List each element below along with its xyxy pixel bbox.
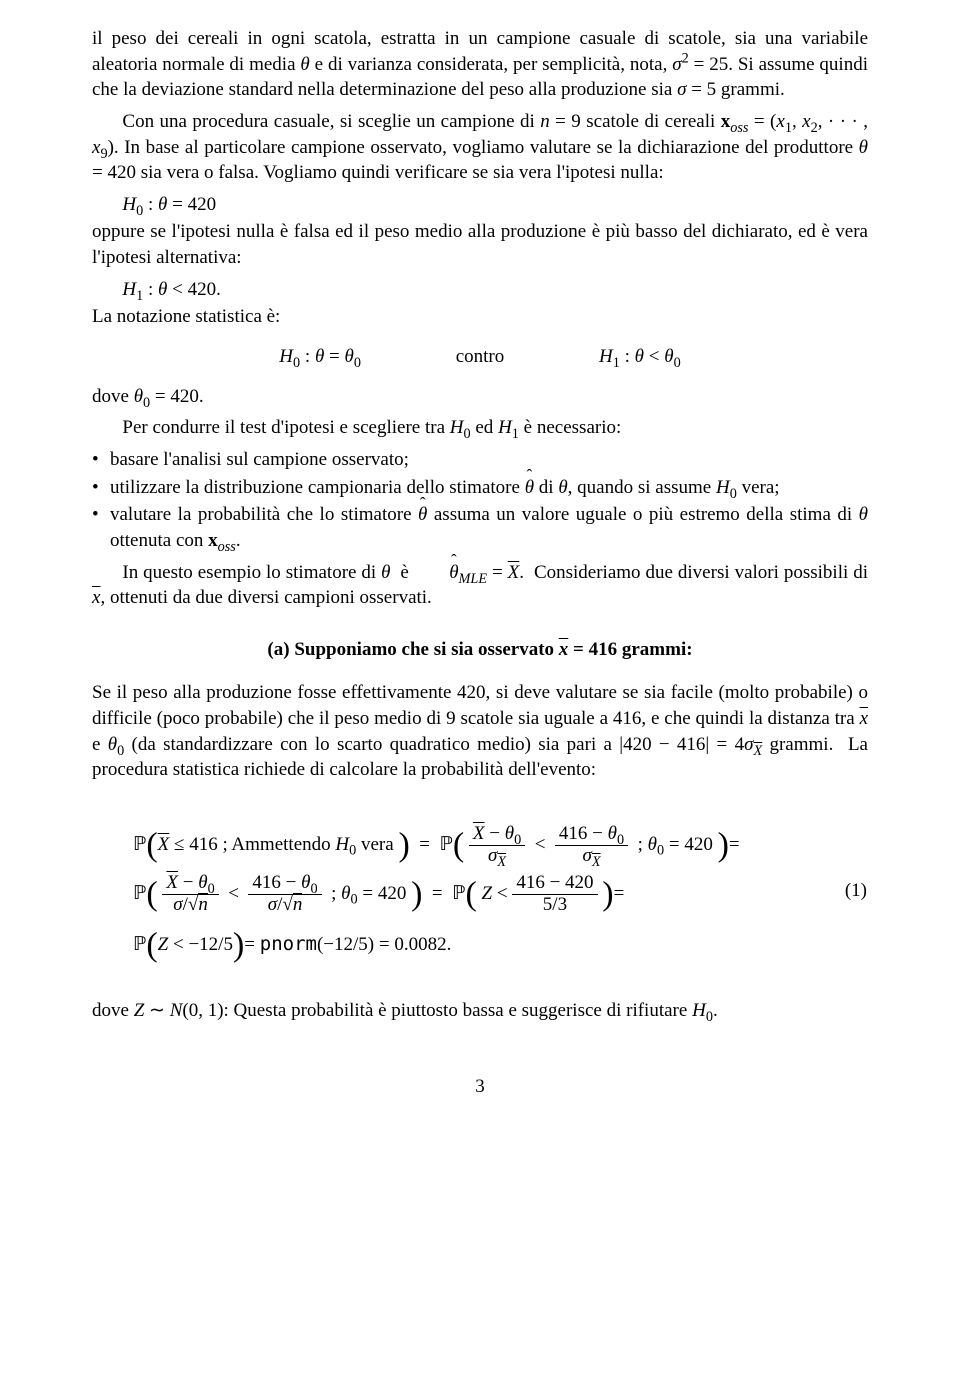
- notation-line: H0 : θ = θ0 contro H1 : θ < θ0: [92, 344, 868, 370]
- paragraph-intro: il peso dei cereali in ogni scatola, est…: [92, 26, 868, 103]
- hypothesis-alt: H1 : θ < 420.: [122, 277, 868, 303]
- bullet-3: valutare la probabilità che lo stimatore…: [110, 502, 868, 553]
- paragraph-estimator: In questo esempio lo stimatore di θ è θM…: [92, 560, 868, 611]
- equation-block: ℙ(X ≤ 416 ; Ammettendo H0 vera ) = ℙ( X …: [92, 805, 868, 976]
- equation-line-1: ℙ(X ≤ 416 ; Ammettendo H0 vera ) = ℙ( X …: [133, 824, 825, 867]
- page-number: 3: [92, 1074, 868, 1100]
- bullet-1: basare l'analisi sul campione osservato;: [110, 447, 868, 473]
- paragraph-alternative: oppure se l'ipotesi nulla è falsa ed il …: [92, 219, 868, 270]
- paragraph-procedure: Con una procedura casuale, si sceglie un…: [92, 109, 868, 186]
- subsection-a-title: (a) Supponiamo che si sia osservato x = …: [92, 637, 868, 663]
- notation-contro: contro: [456, 346, 505, 367]
- equation-line-3: ℙ(Z < −12/5)= pnorm(−12/5) = 0.0082.: [133, 932, 825, 958]
- paragraph-theta0: dove θ0 = 420.: [92, 384, 868, 410]
- equation-line-2: ℙ( X − θ0σ/√n < 416 − θ0σ/√n ; θ0 = 420 …: [133, 873, 825, 916]
- paragraph-case-a: Se il peso alla produzione fosse effetti…: [92, 680, 868, 783]
- paragraph-conclusion: dove Z ∼ N(0, 1): Questa probabilità è p…: [92, 998, 868, 1024]
- bullet-2: utilizzare la distribuzione campionaria …: [110, 475, 868, 501]
- bullet-list: •basare l'analisi sul campione osservato…: [92, 447, 868, 554]
- hypothesis-null: H0 : θ = 420: [122, 192, 868, 218]
- paragraph-test-intro: Per condurre il test d'ipotesi e sceglie…: [92, 415, 868, 441]
- paragraph-notation-intro: La notazione statistica è:: [92, 304, 868, 330]
- equation-number: (1): [826, 805, 868, 976]
